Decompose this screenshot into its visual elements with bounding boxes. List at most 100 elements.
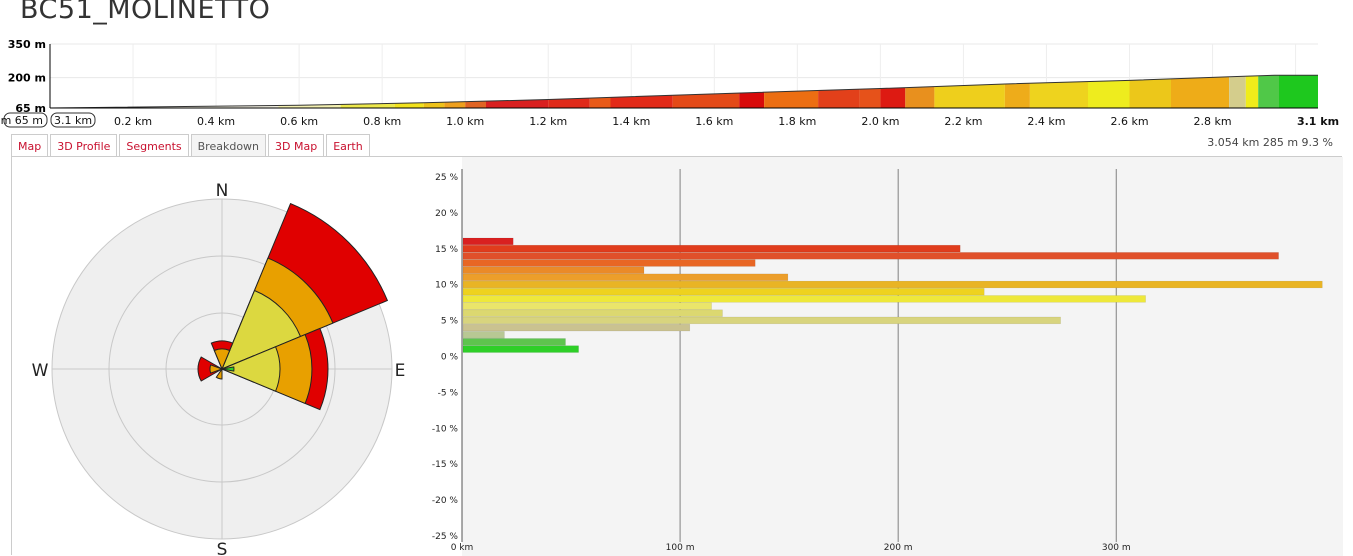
profile-grade-strip [423, 102, 445, 108]
profile-x-end: 3.1 km [1297, 115, 1339, 128]
range-end-label: 3.1 km [54, 114, 92, 127]
bars-x-tick: 200 m [884, 543, 913, 553]
profile-grade-strip [1029, 81, 1088, 108]
profile-x-tick: 2.6 km [1110, 115, 1148, 128]
grade-bar [462, 331, 505, 339]
bars-y-tick: -20 % [432, 496, 459, 506]
profile-grade-strip [1171, 76, 1230, 108]
profile-grade-strip [672, 93, 740, 108]
bars-y-tick: 10 % [435, 281, 458, 291]
profile-grade-strip [764, 90, 819, 108]
profile-grade-strip [880, 87, 906, 108]
profile-x-tick: 2.4 km [1027, 115, 1065, 128]
profile-y-label: 350 m [8, 38, 46, 51]
compass-west: W [32, 361, 49, 381]
rose-sector-w [209, 364, 224, 374]
grade-bar [462, 316, 1061, 325]
compass-east: E [395, 361, 406, 381]
grade-bar-chart: 25 % 20 % 15 % 10 % 5 % 0 % -5 % -10 % -15 % -20 … [432, 157, 1343, 556]
grade-bar [462, 244, 961, 253]
breakdown-panel: N S W E 25 % 20 % 15 % 10 % 5 % 0 % -5 % -10 % -15 … [11, 156, 1343, 556]
tab-bar: Map 3D Profile Segments Breakdown 3D Map… [11, 134, 372, 157]
rose-sector-e-small [221, 366, 235, 372]
profile-x-tick: 1.6 km [695, 115, 733, 128]
bars-x-tick: 300 m [1102, 543, 1131, 553]
bars-y-tick: -15 % [432, 460, 459, 470]
profile-grade-strip [548, 98, 590, 108]
profile-grade-strip [610, 95, 673, 108]
profile-x-tick: 2.8 km [1194, 115, 1232, 128]
grade-bar [462, 295, 1146, 303]
grade-bar [462, 302, 712, 310]
compass-south: S [217, 540, 228, 556]
rose-sector-ne [221, 289, 302, 370]
grade-bar [462, 252, 1279, 260]
profile-grade-strip [1279, 75, 1318, 108]
range-end-box [50, 112, 96, 128]
rose-sector-n [213, 348, 231, 371]
grade-bar [462, 237, 514, 246]
tab-breakdown[interactable]: Breakdown [190, 134, 267, 157]
route-stats: 3.054 km 285 m 9.3 % [1207, 136, 1333, 149]
tab-segments[interactable]: Segments [119, 134, 189, 157]
rose-sector-s [215, 367, 223, 380]
grade-bar [462, 309, 723, 317]
profile-grade-strip [1088, 80, 1130, 108]
compass-north: N [216, 181, 229, 201]
profile-grade-strip [1004, 83, 1030, 108]
profile-x-tick: 1.0 km [446, 115, 484, 128]
bars-x-tick: 0 km [451, 543, 474, 553]
grade-bar [462, 280, 1323, 289]
profile-y-label: 65 m [15, 102, 46, 115]
profile-x-tick: 0.2 km [114, 115, 152, 128]
grade-bar [462, 288, 985, 296]
bars-y-tick: -5 % [438, 388, 459, 398]
profile-grade-strip [278, 104, 341, 108]
elevation-profile[interactable]: 350 m 200 m 65 mm 65 m 3.1 km 0.2 km 0.4 km 0.… [0, 0, 1353, 132]
bars-y-tick: 5 % [441, 317, 459, 327]
profile-x-tick: 1.8 km [778, 115, 816, 128]
profile-grade-strip [934, 84, 1005, 108]
profile-x-tick: 2.2 km [944, 115, 982, 128]
bars-y-tick: 25 % [435, 173, 458, 183]
range-start-box [3, 112, 48, 128]
bars-background [462, 157, 1343, 556]
profile-grade-strip [1129, 78, 1171, 108]
bars-y-tick: -10 % [432, 424, 459, 434]
grade-bar [462, 259, 756, 267]
tab-3d-profile[interactable]: 3D Profile [50, 134, 118, 157]
profile-x-tick: 1.4 km [612, 115, 650, 128]
bars-y-tick: 20 % [435, 209, 458, 219]
grade-bar [462, 266, 645, 274]
bars-x-tick: 100 m [666, 543, 695, 553]
range-start-label: m 65 m [1, 114, 43, 127]
profile-grade-strip [1229, 76, 1246, 108]
profile-grade-strip [1245, 75, 1259, 108]
bars-y-tick: -25 % [432, 532, 459, 542]
profile-y-label: 200 m [8, 72, 46, 85]
profile-grade-strip [486, 99, 549, 108]
profile-grade-strip [465, 101, 486, 108]
page-title: BC51_MOLINETTO [20, 0, 271, 25]
grade-bar [462, 338, 566, 346]
profile-x-tick: 2.0 km [861, 115, 899, 128]
grade-bar [462, 323, 691, 332]
profile-grade-strip [905, 86, 935, 108]
direction-rose: N S W E [32, 181, 406, 556]
profile-grade-strip [818, 89, 860, 108]
rose-sector-e [220, 346, 281, 392]
profile-x-tick: 0.4 km [197, 115, 235, 128]
profile-grade-strip [394, 102, 424, 108]
bars-y-tick: 0 % [441, 353, 459, 363]
profile-x-tick: 0.6 km [280, 115, 318, 128]
profile-outline [49, 74, 1318, 109]
profile-grade-strip [739, 92, 765, 108]
tab-3d-map[interactable]: 3D Map [268, 134, 325, 157]
profile-grade-strip [589, 97, 611, 108]
profile-grade-strip [444, 101, 466, 108]
tab-earth[interactable]: Earth [326, 134, 370, 157]
grade-bar [462, 273, 789, 281]
profile-x-tick: 1.2 km [529, 115, 567, 128]
tab-map[interactable]: Map [11, 134, 49, 157]
profile-grade-strip [859, 88, 881, 108]
